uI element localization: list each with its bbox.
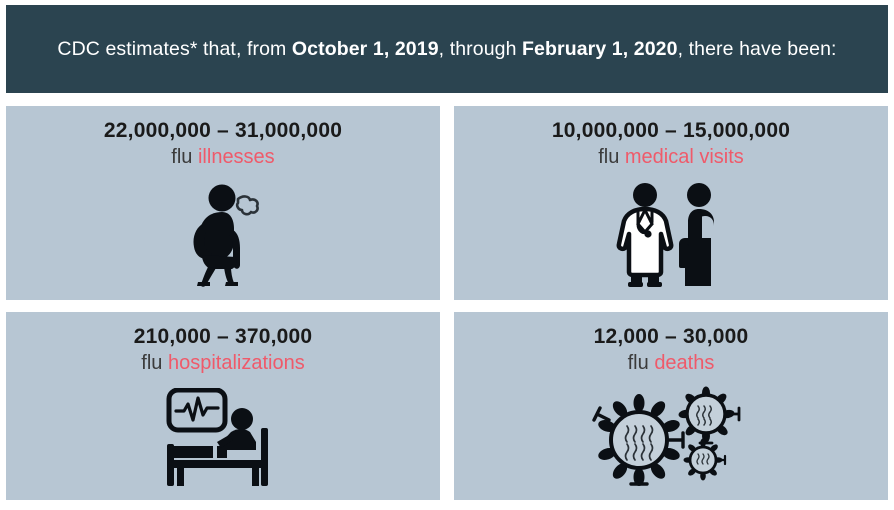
stat-label-highlight: deaths [654, 352, 715, 374]
virus-medium-icon [678, 386, 741, 445]
cough-puff-icon [235, 195, 259, 216]
virus-large-icon [592, 394, 685, 486]
stat-label-prefix: flu [627, 352, 655, 374]
virus-small-icon [683, 438, 727, 481]
stat-card-grid: 22,000,000 – 31,000,000 flu illnesses [6, 106, 888, 500]
icon-container-hospitalizations [6, 376, 440, 500]
stat-label-deaths: flu deaths [628, 350, 715, 376]
ecg-waveform-icon [174, 396, 220, 422]
icon-container-illnesses [6, 170, 440, 300]
influenza-virus-icon [592, 386, 741, 486]
stat-card-medical-visits: 10,000,000 – 15,000,000 flu medical visi… [454, 106, 888, 300]
stat-card-illnesses: 22,000,000 – 31,000,000 flu illnesses [6, 106, 440, 300]
coughing-person-icon [193, 184, 259, 287]
stat-range-illnesses: 22,000,000 – 31,000,000 [103, 119, 343, 142]
header-banner: CDC estimates* that, from October 1, 201… [6, 5, 888, 93]
header-prefix: CDC estimates* that, from [57, 38, 292, 60]
stat-label-highlight: illnesses [197, 146, 275, 168]
stat-label-prefix: flu [171, 146, 198, 168]
stat-range-medical-visits: 10,000,000 – 15,000,000 [551, 119, 791, 142]
rna-segments-icon [624, 425, 654, 461]
icon-container-deaths [454, 376, 888, 500]
heart-monitor-icon [166, 388, 228, 433]
header-statement: CDC estimates* that, from October 1, 201… [57, 35, 836, 63]
header-end-date: February 1, 2020 [522, 38, 678, 60]
stat-label-medical-visits: flu medical visits [598, 144, 744, 170]
stat-label-prefix: flu [598, 146, 625, 168]
stat-label-illnesses: flu illnesses [171, 144, 274, 170]
patient-head-icon [231, 408, 253, 430]
hospital-bed-monitor-icon [166, 388, 268, 486]
icon-container-medical-visits [454, 170, 888, 300]
stat-range-deaths: 12,000 – 30,000 [593, 325, 749, 348]
stat-card-deaths: 12,000 – 30,000 flu deaths [454, 312, 888, 500]
header-middle: , through [438, 38, 523, 60]
doctor-figure-icon [616, 183, 674, 287]
header-start-date: October 1, 2019 [291, 38, 439, 60]
stat-label-hospitalizations: flu hospitalizations [141, 350, 304, 376]
bed-frame-icon [167, 428, 268, 486]
stat-card-hospitalizations: 210,000 – 370,000 flu hospitalizations [6, 312, 440, 500]
doctor-and-patient-icon [616, 183, 714, 287]
stat-range-hospitalizations: 210,000 – 370,000 [133, 325, 313, 348]
stat-label-highlight: hospitalizations [167, 352, 305, 374]
stat-label-prefix: flu [141, 352, 168, 374]
stat-label-highlight: medical visits [624, 146, 744, 168]
header-suffix: , there have been: [677, 38, 837, 60]
seated-patient-icon [679, 183, 714, 286]
